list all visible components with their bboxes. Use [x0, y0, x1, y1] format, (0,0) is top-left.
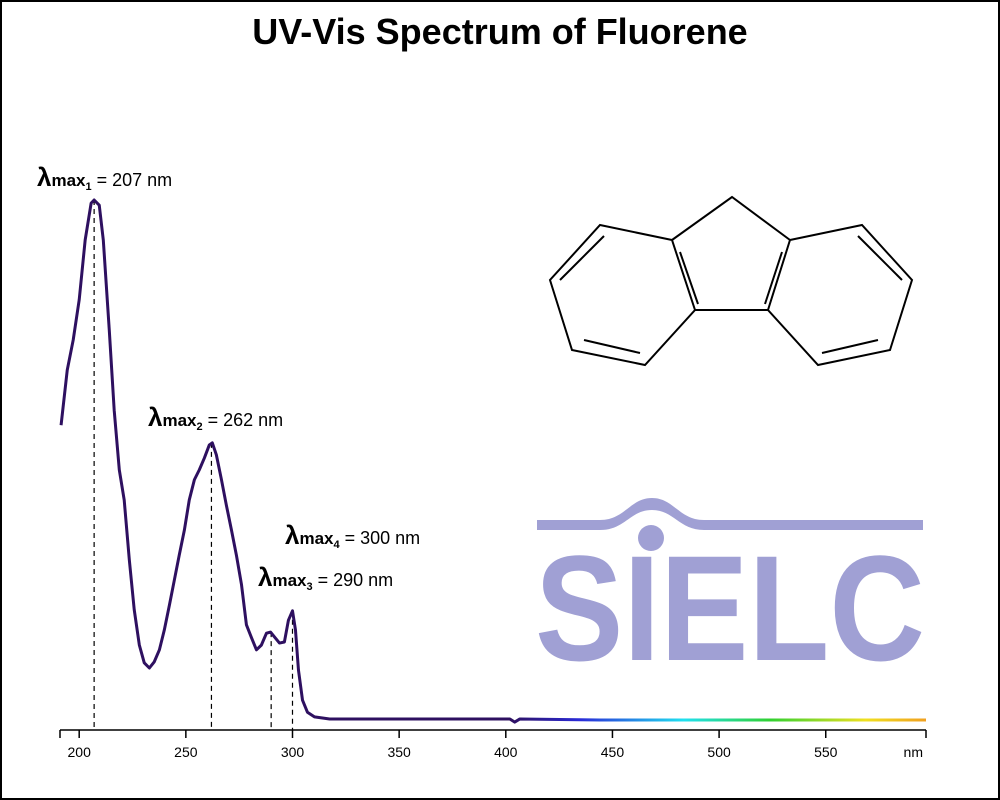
x-tick-label: 200: [68, 744, 92, 760]
lambda-symbol: λ: [258, 562, 273, 592]
label-text: = 262 nm: [203, 410, 284, 430]
peak-label: λmax4 = 300 nm: [285, 520, 420, 551]
label-text: = 207 nm: [92, 170, 173, 190]
index: 3: [307, 581, 313, 593]
x-axis-label: nm: [904, 744, 923, 760]
logo: SIELC: [535, 498, 925, 692]
subscript: max: [51, 171, 86, 190]
spectrum-line: [59, 198, 926, 724]
peak-label: λmax2 = 262 nm: [148, 402, 283, 433]
fluorene-structure: [548, 195, 914, 367]
x-tick-label: 550: [814, 744, 838, 760]
peak-label: λmax1 = 207 nm: [37, 162, 172, 193]
label-text: = 300 nm: [340, 528, 421, 548]
x-tick-label: 250: [174, 744, 198, 760]
subscript: max: [299, 529, 334, 548]
x-tick-label: 500: [707, 744, 731, 760]
index: 4: [334, 539, 341, 551]
logo-text: SIELC: [535, 524, 925, 692]
chart-title: UV-Vis Spectrum of Fluorene: [252, 11, 747, 52]
x-tick-label: 350: [387, 744, 411, 760]
subscript: max: [272, 571, 307, 590]
peak-label: λmax3 = 290 nm: [258, 562, 393, 593]
x-tick-label: 300: [281, 744, 305, 760]
index: 1: [86, 181, 92, 193]
lambda-symbol: λ: [37, 162, 52, 192]
subscript: max: [162, 411, 197, 430]
lambda-symbol: λ: [285, 520, 300, 550]
x-tick-label: 450: [601, 744, 625, 760]
x-tick-label: 400: [494, 744, 518, 760]
index: 2: [197, 421, 203, 433]
lambda-symbol: λ: [148, 402, 163, 432]
label-text: = 290 nm: [313, 570, 394, 590]
